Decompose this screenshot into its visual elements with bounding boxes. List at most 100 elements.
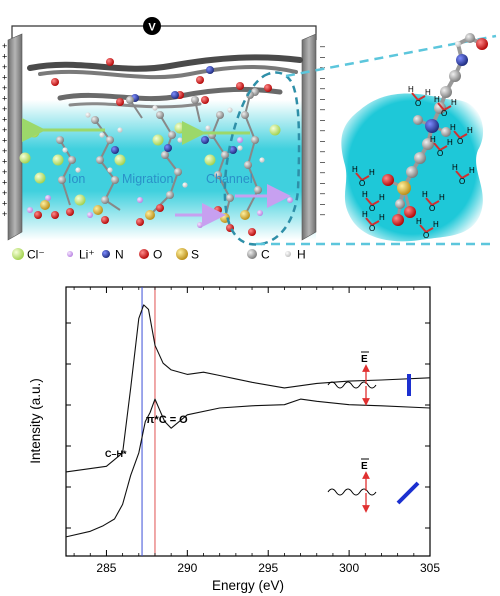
oxygen-atom xyxy=(392,214,404,226)
oxygen-atom xyxy=(201,96,209,104)
bond xyxy=(459,133,468,139)
bond xyxy=(247,139,256,166)
bond xyxy=(355,172,363,181)
carbon-atom xyxy=(221,151,229,159)
oxygen-atom-label: O xyxy=(369,204,375,213)
carbon-atom xyxy=(216,111,224,119)
carbon-atom xyxy=(244,161,252,169)
left-electrode xyxy=(7,33,23,241)
lithium-atom xyxy=(45,195,51,201)
minus-mark: – xyxy=(320,104,325,114)
oxygen-atom xyxy=(404,206,416,218)
water-molecule: H HO xyxy=(422,190,445,213)
minus-mark: – xyxy=(320,188,325,198)
oxygen-atom-label: O xyxy=(423,231,429,240)
hydrogen-atom-label: H xyxy=(433,220,439,229)
chloride-atom xyxy=(28,126,40,138)
plus-mark: + xyxy=(2,136,7,146)
oxygen-atom-label: O xyxy=(441,109,447,118)
sulfur-atom xyxy=(240,210,250,220)
bond xyxy=(419,224,427,233)
hydrogen-atom xyxy=(99,132,105,138)
water-molecule: H HO xyxy=(416,217,439,240)
carbon-atom xyxy=(214,171,222,179)
hydrogen-atom xyxy=(227,107,233,113)
oxygen-atom xyxy=(101,216,109,224)
bond xyxy=(453,130,461,139)
sulfur-atom xyxy=(145,210,155,220)
oxygen-atom-label: O xyxy=(369,224,375,233)
lithium-atom xyxy=(237,137,243,143)
chloride-atom-icon xyxy=(12,248,24,260)
x-tick-label: 295 xyxy=(258,561,278,575)
polarization-tilted-icon: E xyxy=(327,458,420,513)
oxygen-atom-label: O xyxy=(415,99,421,108)
legend-item: N xyxy=(102,248,124,262)
minus-mark: – xyxy=(320,167,325,177)
legend-label: Cl⁻ xyxy=(27,248,45,262)
sample-plane-tilted xyxy=(396,481,420,505)
minus-mark: – xyxy=(320,52,325,62)
hydrogen-atom-label: H xyxy=(362,210,368,219)
polarization-vertical-icon: E xyxy=(327,351,411,406)
bond xyxy=(425,197,433,206)
carbon-atom xyxy=(166,191,174,199)
minus-mark: – xyxy=(320,209,325,219)
hydrogen-atom xyxy=(455,41,461,47)
channel-word-ion: Ion xyxy=(68,172,85,186)
sulfur-atom xyxy=(40,200,50,210)
plus-mark: + xyxy=(2,104,7,114)
hydrogen-atom xyxy=(75,167,81,173)
sulfur-atom xyxy=(397,181,411,195)
water-molecule: H HO xyxy=(452,163,475,186)
polymer-chain xyxy=(27,54,303,72)
spectra-series xyxy=(65,304,431,538)
x-tick-label: 290 xyxy=(177,561,197,575)
nitrogen-atom xyxy=(229,146,237,154)
bond xyxy=(247,164,259,191)
minus-mark: – xyxy=(320,157,325,167)
oxygen-atom-label: O xyxy=(437,149,443,158)
carbon-atom xyxy=(440,86,452,98)
oxygen-atom xyxy=(248,228,256,236)
sample-plane-vertical xyxy=(407,374,411,396)
bond xyxy=(61,179,71,206)
oxygen-atom xyxy=(106,58,114,66)
chloride-atom xyxy=(204,154,216,166)
carbon-atom xyxy=(68,156,76,164)
nexafs-chart: 285 290 295 300 305 Energy (eV) Intensity (a… xyxy=(28,286,440,593)
sulfur-atom-icon xyxy=(176,248,188,260)
voltmeter-icon xyxy=(143,17,161,35)
hydrogen-atom-label: H xyxy=(408,85,414,94)
legend-label: N xyxy=(115,248,124,262)
ion-channel-schematic: V +++++++++++++++++ ––––––––––––––––– Io… xyxy=(2,17,497,262)
x-tick-label: 300 xyxy=(339,561,359,575)
oxygen-atom xyxy=(51,78,59,86)
chloride-atom xyxy=(52,154,64,166)
water-molecule: H HO xyxy=(430,135,453,158)
chloride-atom xyxy=(174,122,186,134)
bond xyxy=(417,95,426,101)
lithium-atom xyxy=(287,197,293,203)
plus-mark: + xyxy=(2,167,7,177)
carbon-atom xyxy=(414,152,426,164)
hydrogen-atom-label: H xyxy=(369,168,375,177)
legend-item: H xyxy=(285,248,306,262)
oxygen-atom xyxy=(51,211,59,219)
channel-word-migration: Migration xyxy=(122,172,173,186)
nitrogen-atom xyxy=(206,66,214,74)
hydrogen-atom xyxy=(62,147,68,153)
minus-mark: – xyxy=(320,115,325,125)
hydrogen-atom-label: H xyxy=(379,213,385,222)
channel-word-channel: Channel xyxy=(206,172,253,186)
bond xyxy=(437,102,445,111)
right-electrode xyxy=(301,33,317,241)
ion-channel-band xyxy=(20,100,316,240)
bond xyxy=(244,114,256,141)
legend-label: S xyxy=(191,248,199,262)
bond xyxy=(461,173,470,179)
hydrogen-atom xyxy=(237,145,243,151)
minus-mark: – xyxy=(320,83,325,93)
nitrogen-atom xyxy=(201,136,209,144)
plus-mark: + xyxy=(2,199,7,209)
